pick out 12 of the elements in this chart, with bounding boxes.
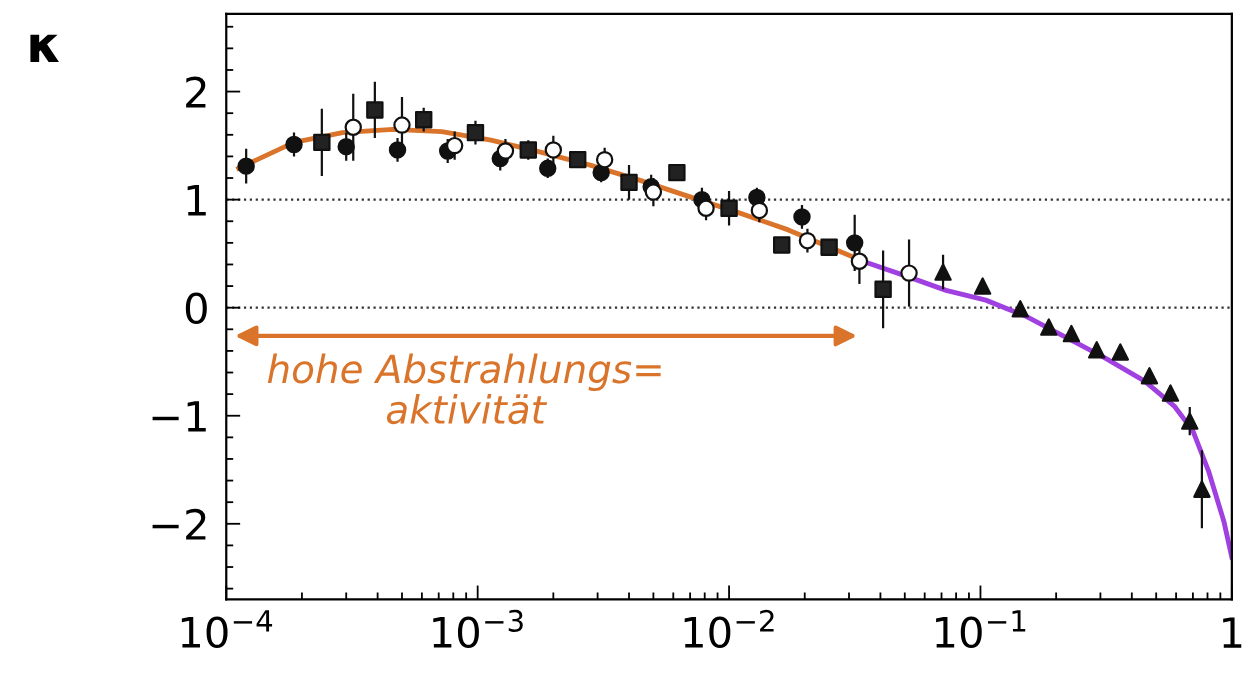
x-tick-label: 10$^{−2}$ <box>684 609 774 649</box>
x-tick-label: 1 <box>1223 617 1242 648</box>
y-tick-label: 0 <box>185 292 207 325</box>
y-axis-title: κ <box>30 34 59 63</box>
annotation: hohe Abstrahlungs= aktivität <box>267 353 661 425</box>
x-tick-label: 10$^{−1}$ <box>936 610 1026 649</box>
y-tick-label: −2 <box>152 508 206 540</box>
y-tick-label: −1 <box>152 401 206 432</box>
x-tick-label: 10$^{−3}$ <box>433 609 523 649</box>
y-tick-label: 2 <box>186 76 206 108</box>
y-tick-label: 1 <box>187 185 206 216</box>
x-tick-label: 10$^{−4}$ <box>181 610 273 649</box>
